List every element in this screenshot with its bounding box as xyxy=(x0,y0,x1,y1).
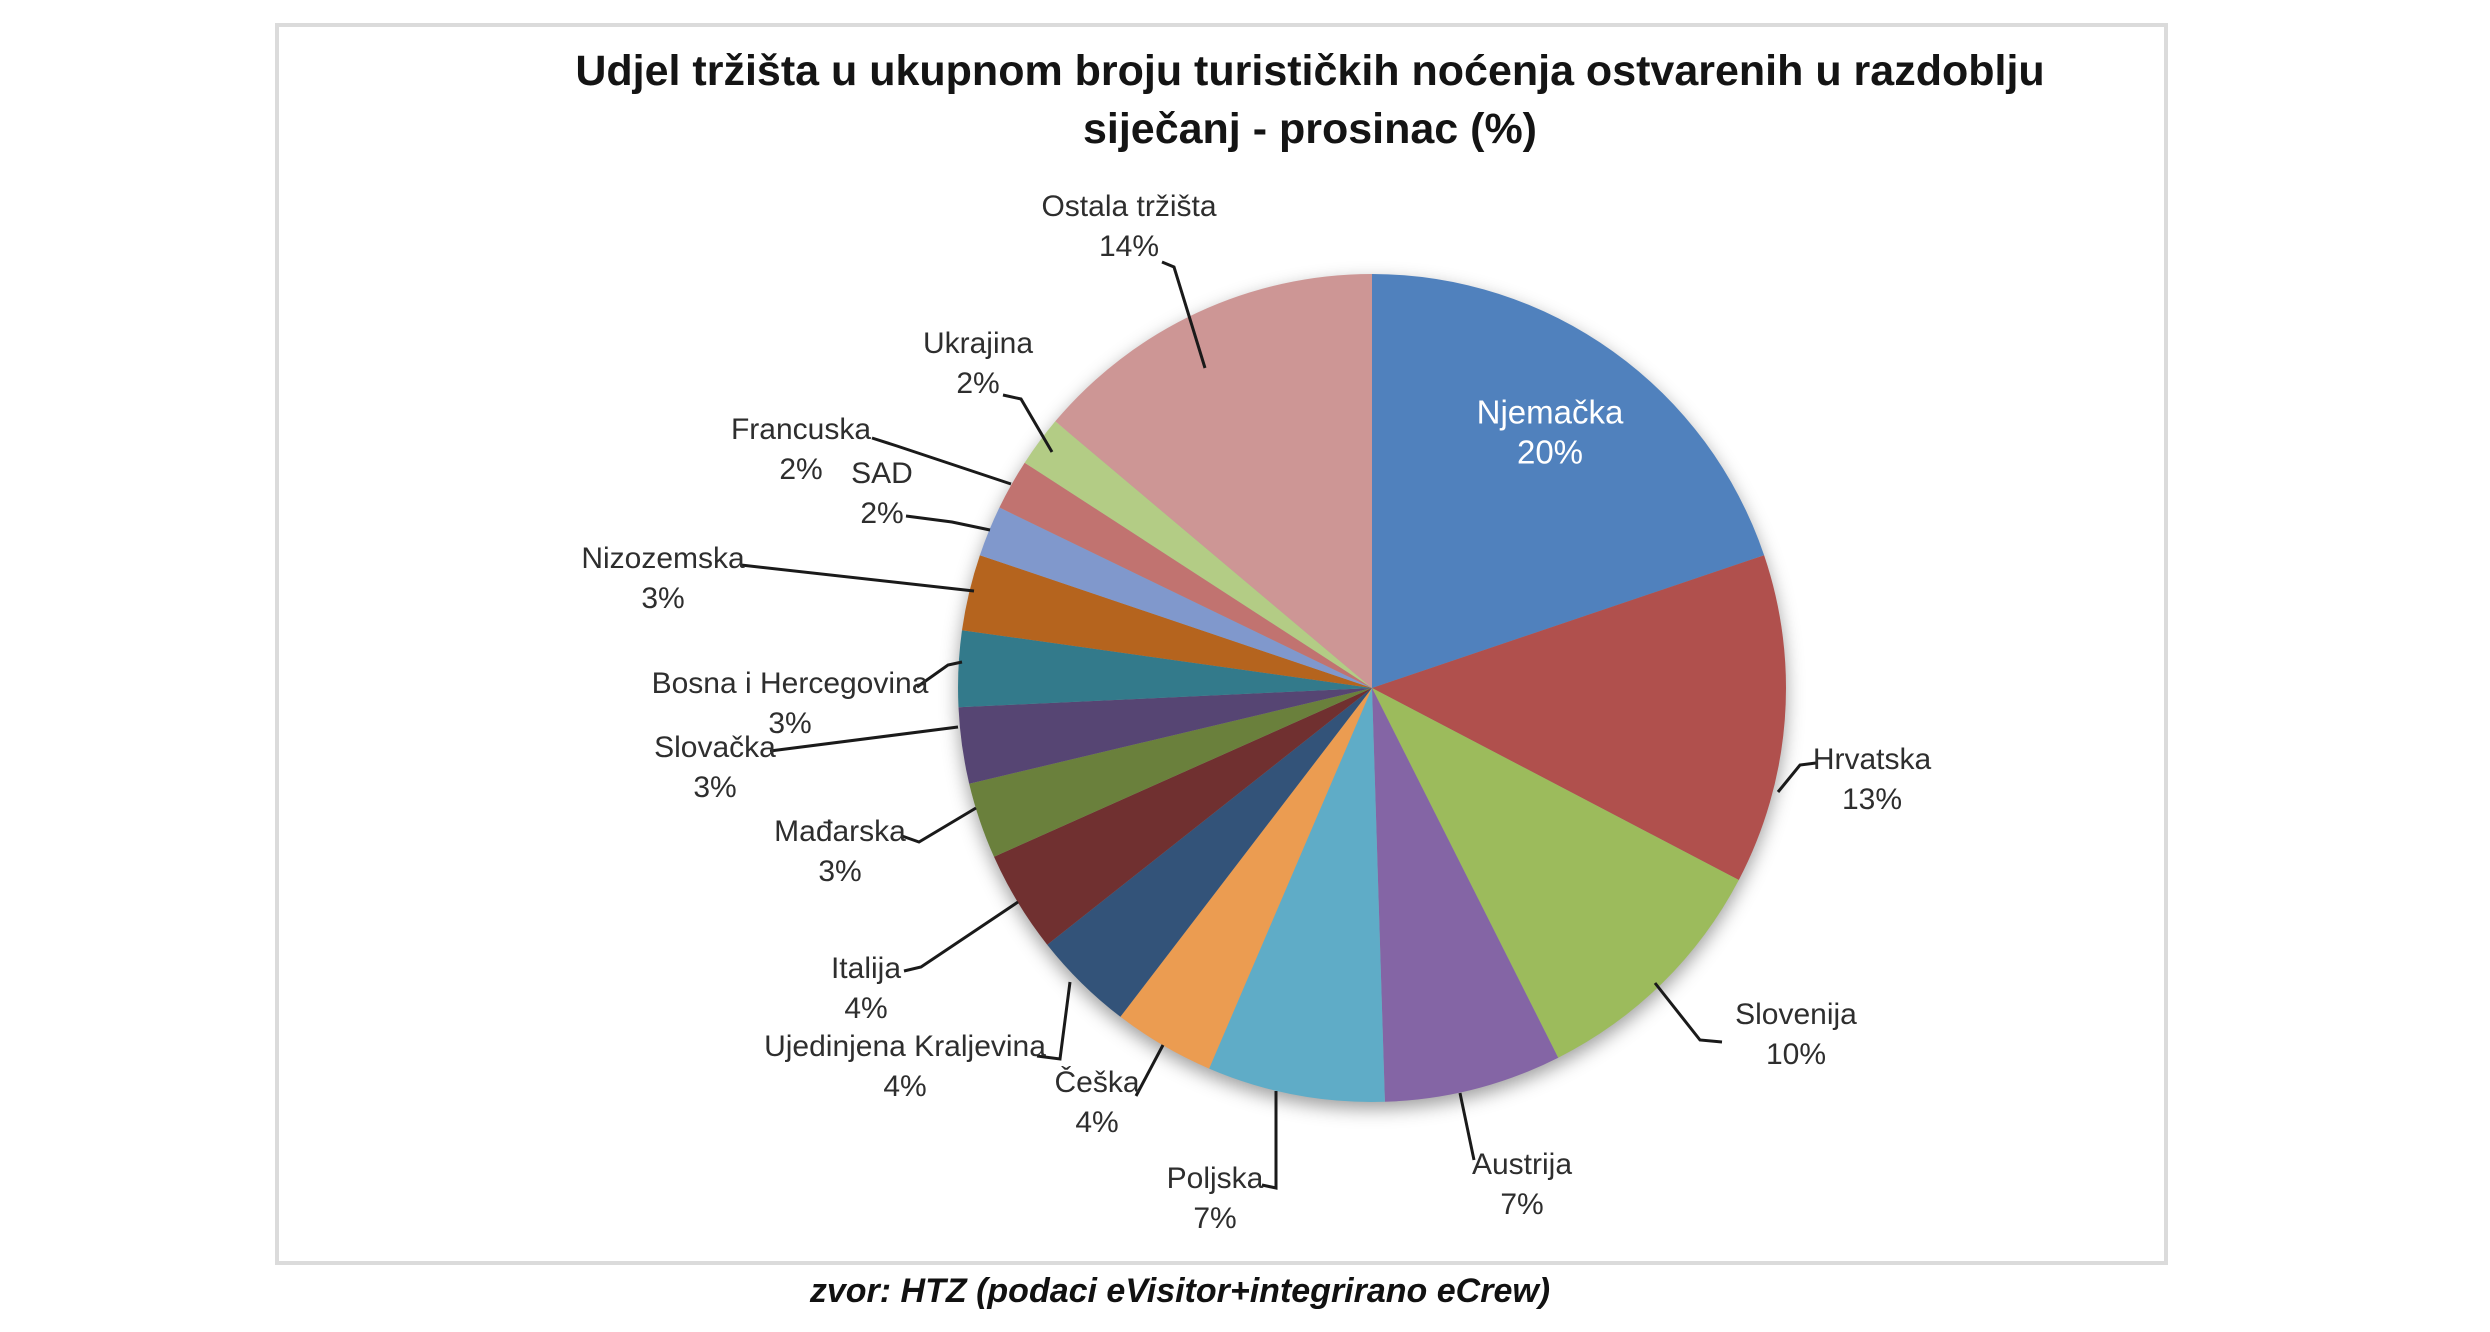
leader-line-poljska xyxy=(1261,1091,1278,1190)
leader-lines-group xyxy=(740,260,1817,1190)
pie-slice-italija xyxy=(994,688,1372,945)
leader-line-ujedinjena-kraljevina xyxy=(1036,981,1072,1061)
leader-line-francuska xyxy=(871,436,1012,486)
leader-line-češka xyxy=(1134,1044,1165,1097)
slice-value-austrija: 7% xyxy=(1500,1188,1543,1221)
pie-slice-austrija xyxy=(1372,688,1559,1102)
slice-value-ukrajina: 2% xyxy=(956,367,999,400)
pie-slice-mađarska xyxy=(969,688,1372,857)
leader-line-sad xyxy=(905,514,991,532)
leader-line-ostala-tržišta xyxy=(1161,260,1207,369)
leader-line-mađarska xyxy=(901,806,977,844)
chart-title: Udjel tržišta u ukupnom broju turistički… xyxy=(275,42,2345,158)
leader-line-slovenija xyxy=(1653,982,1723,1044)
slice-label-sad: SAD xyxy=(851,457,913,490)
slice-label-slovenija: Slovenija xyxy=(1735,998,1857,1031)
slice-value-češka: 4% xyxy=(1075,1106,1118,1139)
slice-value-francuska: 2% xyxy=(779,453,822,486)
leader-line-nizozemska xyxy=(740,563,975,593)
slice-label-hrvatska: Hrvatska xyxy=(1813,743,1932,776)
leader-line-austrija xyxy=(1458,1092,1476,1161)
slice-label-njemačka: Njemačka xyxy=(1477,394,1624,431)
slice-value-slovačka: 3% xyxy=(693,771,736,804)
slice-value-ujedinjena-kraljevina: 4% xyxy=(883,1070,926,1103)
pie-slice-sad xyxy=(979,507,1372,688)
pie-slice-hrvatska xyxy=(1372,555,1786,880)
pie-slice-njemačka xyxy=(1372,274,1765,688)
leader-line-hrvatska xyxy=(1776,761,1817,793)
pie-slice-ujedinjena-kraljevina xyxy=(1047,688,1372,1017)
pie-slice-ostala-tržišta xyxy=(1055,274,1372,688)
slice-value-mađarska: 3% xyxy=(818,855,861,888)
slice-value-njemačka: 20% xyxy=(1517,434,1583,471)
leader-line-slovačka xyxy=(769,725,959,753)
slice-value-hrvatska: 13% xyxy=(1842,783,1902,816)
pie-slice-nizozemska xyxy=(962,555,1372,688)
source-note: zvor: HTZ (podaci eVisitor+integrirano e… xyxy=(809,1272,1551,1310)
slice-label-ostala-tržišta: Ostala tržišta xyxy=(1041,190,1216,223)
slice-label-nizozemska: Nizozemska xyxy=(581,542,745,575)
pie-slice-poljska xyxy=(1209,688,1385,1103)
slice-value-nizozemska: 3% xyxy=(641,582,684,615)
slice-value-ostala-tržišta: 14% xyxy=(1099,230,1159,263)
slice-value-bosna-i-hercegovina: 3% xyxy=(768,707,811,740)
slice-label-ujedinjena-kraljevina: Ujedinjena Kraljevina xyxy=(764,1030,1046,1063)
pie-slices-group xyxy=(958,274,1786,1103)
chart-title-line1: Udjel tržišta u ukupnom broju turistički… xyxy=(575,47,2045,95)
slice-label-mađarska: Mađarska xyxy=(774,815,906,848)
leader-line-italija xyxy=(903,900,1019,973)
pie-slice-bosna-i-hercegovina xyxy=(958,630,1372,708)
slice-label-češka: Češka xyxy=(1054,1065,1139,1099)
slice-label-slovačka: Slovačka xyxy=(654,731,776,764)
leader-line-bosna-i-hercegovina xyxy=(916,660,963,689)
pie-slice-francuska xyxy=(999,462,1372,688)
slice-label-poljska: Poljska xyxy=(1167,1162,1264,1195)
slice-value-slovenija: 10% xyxy=(1766,1038,1826,1071)
leader-line-ukrajina xyxy=(1002,393,1054,453)
pie-slice-slovenija xyxy=(1372,688,1739,1058)
slice-label-ukrajina: Ukrajina xyxy=(923,327,1033,360)
slice-label-bosna-i-hercegovina: Bosna i Hercegovina xyxy=(652,667,929,700)
chart-title-line2: siječanj - prosinac (%) xyxy=(1082,105,1538,153)
slice-value-italija: 4% xyxy=(844,992,887,1025)
slice-label-italija: Italija xyxy=(831,952,901,985)
slice-value-sad: 2% xyxy=(860,497,903,530)
pie-slice-češka xyxy=(1120,688,1372,1069)
slice-label-francuska: Francuska xyxy=(731,413,871,446)
pie-slice-ukrajina xyxy=(1024,421,1372,688)
slice-value-poljska: 7% xyxy=(1193,1202,1236,1235)
slice-label-austrija: Austrija xyxy=(1472,1148,1572,1181)
pie-slice-slovačka xyxy=(958,688,1372,784)
